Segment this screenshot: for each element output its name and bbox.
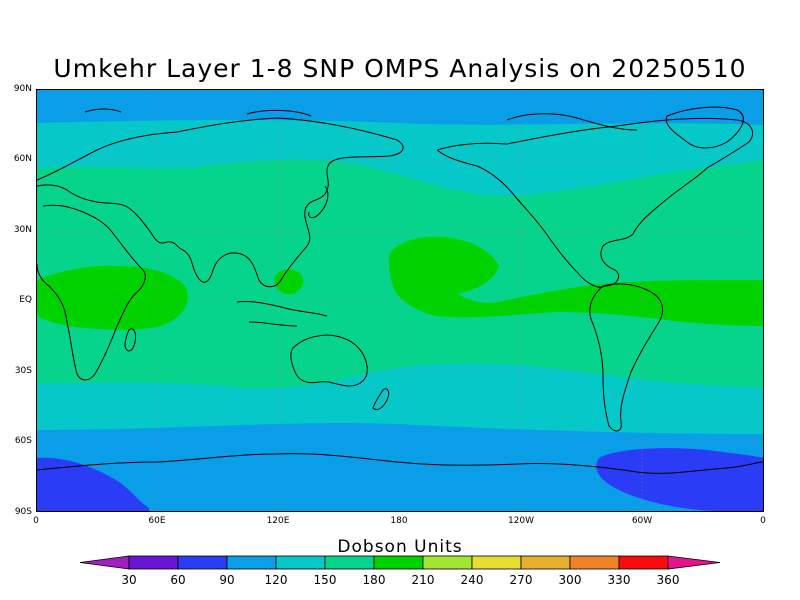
lat-label-60s: 60S xyxy=(14,436,32,446)
colorbar-cell xyxy=(618,555,669,570)
colorbar-level-label: 60 xyxy=(170,573,186,587)
coast-australia xyxy=(290,334,368,387)
coast-new-zealand xyxy=(372,388,390,411)
band-180-210 xyxy=(37,265,188,330)
lon-label-0: 0 xyxy=(33,516,39,526)
coast-africa xyxy=(37,204,146,381)
colorbar-cell xyxy=(569,555,620,570)
band-60-90-south-atlantic xyxy=(37,457,149,511)
colorbar-cell xyxy=(324,555,375,570)
colorbar-level-label: 120 xyxy=(264,573,288,587)
colorbar-cell xyxy=(177,555,228,570)
colorbar-level-label: 90 xyxy=(219,573,235,587)
coastlines xyxy=(37,106,763,474)
lon-label-60e: 60E xyxy=(148,516,166,526)
band-180-210-pacific xyxy=(389,236,763,326)
colorbar-level-label: 30 xyxy=(121,573,137,587)
band-180-210-philippines xyxy=(274,269,304,295)
lon-label-0-east: 0 xyxy=(760,516,766,526)
colorbar xyxy=(0,554,800,574)
colorbar-cell xyxy=(373,555,424,570)
ozone-map xyxy=(36,89,764,512)
colorbar-cell xyxy=(275,555,326,570)
colorbar-cell xyxy=(422,555,473,570)
coast-madagascar xyxy=(124,328,136,352)
lon-label-60w: 60W xyxy=(631,516,653,526)
colorbar-level-label: 240 xyxy=(460,573,484,587)
lon-label-120w: 120W xyxy=(507,516,535,526)
lat-label-eq: EQ xyxy=(19,295,32,305)
colorbar-level-label: 180 xyxy=(362,573,386,587)
lat-label-30s: 30S xyxy=(14,366,32,376)
lon-label-120e: 120E xyxy=(266,516,290,526)
coast-antarctica xyxy=(37,453,763,474)
colorbar-level-label: 360 xyxy=(656,573,680,587)
lat-label-60n: 60N xyxy=(13,154,32,164)
colorbar-level-label: 210 xyxy=(411,573,435,587)
colorbar-cell xyxy=(471,555,522,570)
colorbar-cell xyxy=(226,555,277,570)
coast-south-america xyxy=(589,283,663,432)
colorbar-level-label: 300 xyxy=(558,573,582,587)
coast-japan xyxy=(308,185,329,219)
colorbar-level-label: 330 xyxy=(607,573,631,587)
lon-label-180: 180 xyxy=(390,516,408,526)
band-60-90-south-pacific xyxy=(596,448,763,511)
colorbar-title: Dobson Units xyxy=(337,537,463,557)
lat-label-90n: 90N xyxy=(13,84,32,94)
coast-arctic-islands xyxy=(84,108,638,131)
colorbar-level-label: 150 xyxy=(313,573,337,587)
colorbar-cell xyxy=(128,555,179,570)
coast-north-america xyxy=(436,117,753,288)
colorbar-cell xyxy=(667,555,721,570)
colorbar-cell xyxy=(79,555,130,570)
lat-label-30n: 30N xyxy=(13,225,32,235)
coast-indonesia xyxy=(236,301,328,327)
plot-title: Umkehr Layer 1-8 SNP OMPS Analysis on 20… xyxy=(53,54,747,83)
colorbar-cell xyxy=(520,555,571,570)
lat-label-90s: 90S xyxy=(14,507,32,517)
coast-greenland xyxy=(665,106,744,149)
graticule xyxy=(37,90,763,511)
coast-europe-asia xyxy=(37,117,404,288)
colorbar-level-label: 270 xyxy=(509,573,533,587)
